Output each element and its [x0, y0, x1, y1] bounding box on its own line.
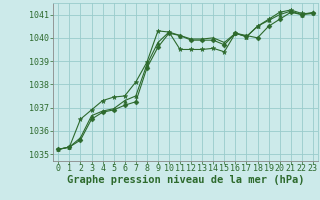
X-axis label: Graphe pression niveau de la mer (hPa): Graphe pression niveau de la mer (hPa) [67, 175, 304, 185]
